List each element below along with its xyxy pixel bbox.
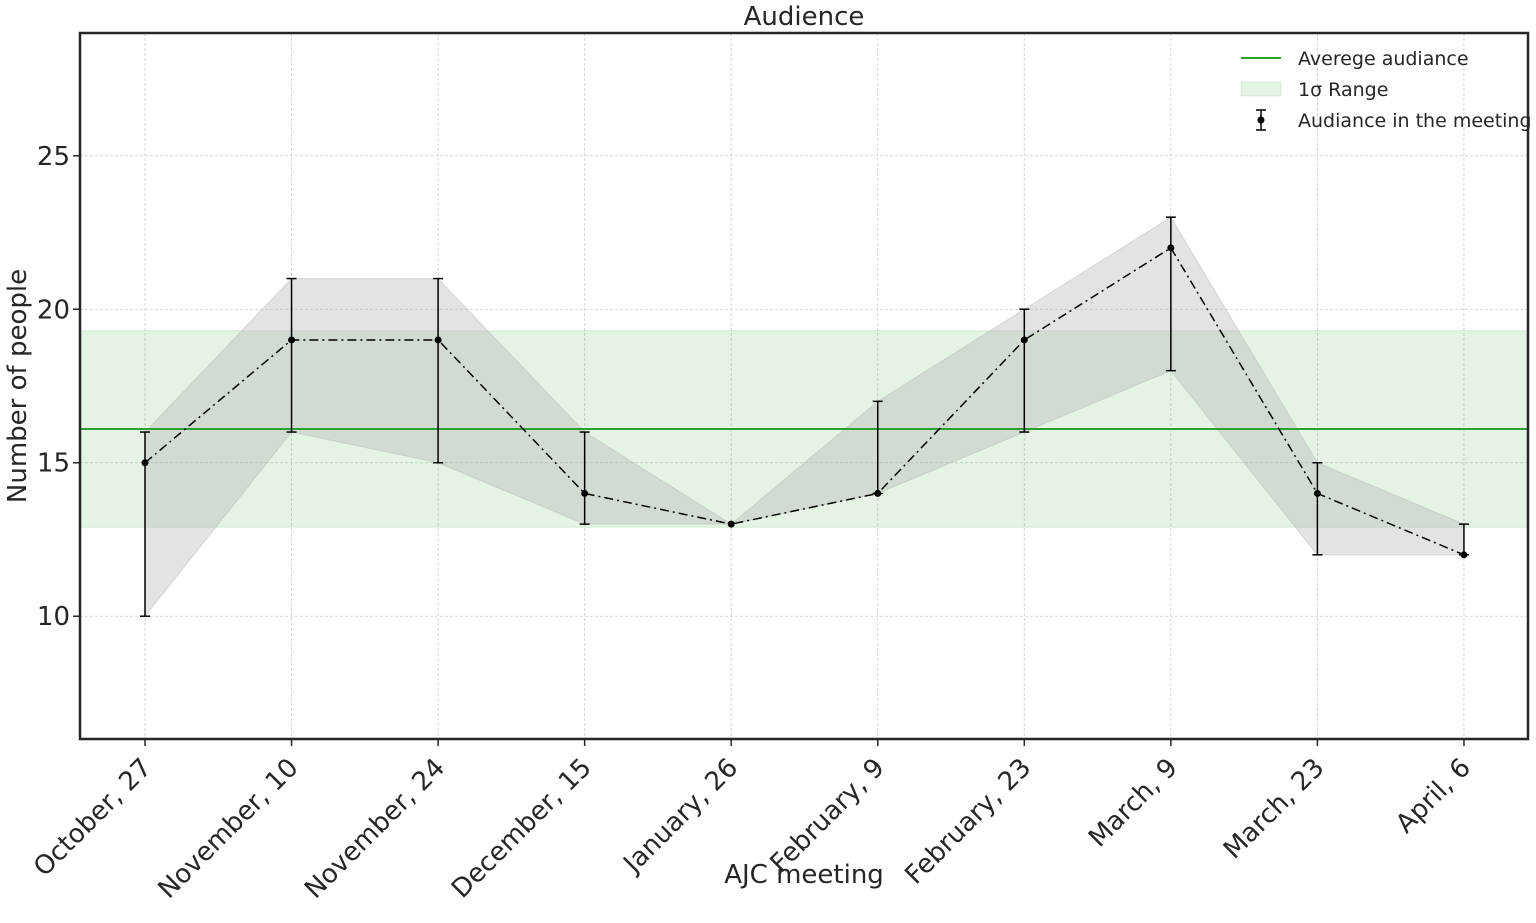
y-tick-label: 15 <box>37 449 70 479</box>
legend-series-label: Audiance in the meeting <box>1298 110 1532 132</box>
legend-average-label: Averege audiance <box>1298 48 1469 70</box>
data-point <box>1167 244 1175 252</box>
x-tick-label: October, 27 <box>28 753 158 883</box>
x-tick-label: February, 23 <box>899 753 1037 891</box>
data-point <box>727 520 735 528</box>
x-axis-label: AJC meeting <box>724 860 884 890</box>
y-tick-label: 25 <box>37 142 70 172</box>
data-point <box>1460 551 1468 559</box>
legend-sigma-label: 1σ Range <box>1298 79 1388 101</box>
chart-title: Audience <box>744 2 865 32</box>
x-tick-label: March, 23 <box>1218 753 1330 865</box>
x-tick-label: March, 9 <box>1083 753 1184 854</box>
legend: Averege audiance 1σ Range Audiance in th… <box>1240 48 1532 132</box>
y-tick-label: 20 <box>37 295 70 325</box>
y-tick-label: 10 <box>37 602 70 632</box>
legend-marker-icon <box>1257 116 1265 124</box>
x-tick-label: November, 10 <box>153 753 305 905</box>
data-point <box>1020 336 1028 344</box>
plot-area <box>80 216 1528 618</box>
data-point <box>141 459 149 467</box>
x-tick-label: December, 15 <box>446 753 598 905</box>
data-point <box>1313 489 1321 497</box>
legend-sigma-swatch <box>1240 81 1282 97</box>
plot-frame <box>78 31 1530 741</box>
data-point <box>581 489 589 497</box>
y-axis-label: Number of people <box>3 269 33 503</box>
x-tick-label: April, 6 <box>1390 753 1477 840</box>
x-tick-label: November, 24 <box>299 753 451 905</box>
series-line <box>144 246 1465 556</box>
data-point <box>874 489 882 497</box>
data-point <box>288 336 296 344</box>
data-point <box>434 336 442 344</box>
